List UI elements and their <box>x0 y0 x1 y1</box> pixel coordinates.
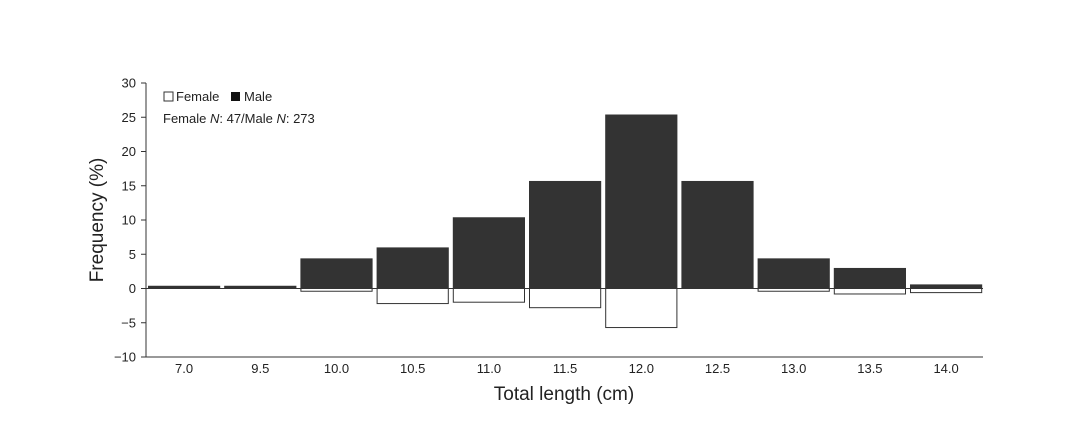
y-tick-label: −10 <box>114 350 136 365</box>
x-tick-label: 10.0 <box>324 361 349 376</box>
y-axis-title: Frequency (%) <box>87 158 108 283</box>
y-tick-label: 25 <box>122 110 136 125</box>
male-bar <box>300 258 373 289</box>
legend-female-label: Female <box>176 89 219 104</box>
male-bar <box>224 285 297 289</box>
male-bar <box>910 284 983 289</box>
x-ticks: 7.0 9.5 10.0 10.5 11.0 11.5 12.0 12.5 13.0 13.5 14… <box>175 361 959 376</box>
y-tick-label: 10 <box>122 213 136 228</box>
x-tick-label: 11.5 <box>553 361 577 376</box>
female-bar <box>910 288 983 294</box>
x-tick-label: 13.5 <box>857 361 882 376</box>
y-tick-label: 5 <box>129 247 136 262</box>
legend-male-swatch <box>231 92 240 101</box>
sample-size-note: Female N: 47/Male N: 273 <box>163 111 315 126</box>
sample-n-female: N <box>210 111 220 126</box>
y-tick-label: 15 <box>122 178 136 193</box>
legend: Female Male Female N: 47/Male N: 273 <box>163 89 315 126</box>
x-tick-label: 10.5 <box>400 361 425 376</box>
y-tick-label: 30 <box>122 76 136 91</box>
x-tick-label: 9.5 <box>251 361 269 376</box>
female-bar <box>605 288 678 329</box>
sample-male-value: : 273 <box>286 111 315 126</box>
male-bar <box>833 267 906 289</box>
male-bar <box>376 247 449 289</box>
x-tick-label: 14.0 <box>933 361 958 376</box>
female-bar <box>833 288 906 295</box>
sample-female-value: : 47/Male <box>219 111 276 126</box>
sample-n-male: N <box>276 111 286 126</box>
female-bar <box>757 288 830 292</box>
y-tick-label: 20 <box>122 144 136 159</box>
x-tick-label: 7.0 <box>175 361 193 376</box>
male-bar <box>148 285 221 289</box>
sample-prefix: Female <box>163 111 210 126</box>
male-bar <box>605 114 678 289</box>
male-bars <box>148 114 983 289</box>
y-tick-label: −5 <box>121 315 136 330</box>
male-bar <box>681 180 754 289</box>
x-tick-label: 12.5 <box>705 361 730 376</box>
y-tick-label: 0 <box>129 281 136 296</box>
male-bar <box>452 217 525 289</box>
legend-male-label: Male <box>244 89 272 104</box>
y-ticks: 30 25 20 15 10 5 0 −5 −10 <box>114 76 146 365</box>
female-bar <box>376 288 449 305</box>
x-tick-label: 11.0 <box>477 361 501 376</box>
male-bar <box>757 258 830 289</box>
x-tick-label: 12.0 <box>629 361 654 376</box>
x-axis-title: Total length (cm) <box>494 384 634 405</box>
female-bars <box>300 288 983 329</box>
male-bar <box>529 180 602 289</box>
female-bar <box>452 288 525 303</box>
x-tick-label: 13.0 <box>781 361 806 376</box>
legend-female-swatch <box>163 91 174 102</box>
female-bar <box>529 288 602 309</box>
female-bar <box>300 288 373 292</box>
